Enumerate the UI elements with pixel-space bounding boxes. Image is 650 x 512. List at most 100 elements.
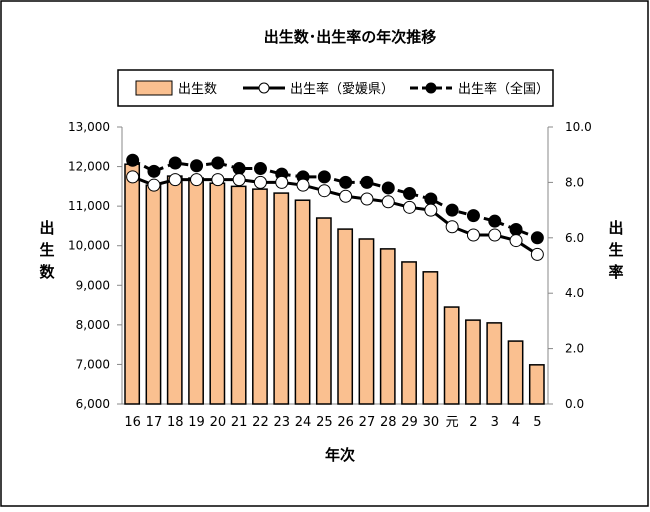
axis-label-char: 出: [39, 219, 54, 237]
right-tick-label: 2.0: [565, 342, 584, 356]
point-national: [317, 170, 331, 184]
legend-swatch-births: [135, 80, 173, 96]
x-tick-label: 21: [231, 415, 248, 430]
x-tick-label: 元: [446, 415, 459, 430]
legend-label-births: 出生数: [178, 82, 217, 97]
x-tick-label: 28: [380, 415, 397, 430]
left-axis-label: 出生数: [39, 219, 55, 281]
bar-births: [230, 185, 247, 405]
bar-births: [294, 199, 311, 405]
axis-label-char: 率: [608, 263, 623, 281]
point-ehime: [296, 178, 310, 192]
point-ehime: [445, 220, 459, 234]
bar-births: [358, 238, 375, 405]
x-tick-label: 4: [512, 415, 520, 430]
x-tick-label: 18: [167, 415, 184, 430]
x-tick-label: 2: [469, 415, 477, 430]
right-tick-label: 6.0: [565, 231, 584, 245]
point-national: [339, 175, 353, 189]
x-tick-label: 29: [401, 415, 418, 430]
x-tick-label: 22: [252, 415, 269, 430]
point-ehime: [403, 200, 417, 214]
bar-births: [166, 175, 183, 405]
point-national: [232, 162, 246, 176]
bar-births: [252, 188, 268, 405]
point-national: [466, 209, 480, 223]
bar-births: [422, 271, 439, 405]
point-ehime: [509, 234, 523, 248]
bar-births: [379, 248, 396, 405]
legend: 出生数 出生率（愛媛県） 出生率（全国）: [117, 69, 554, 107]
legend-box: [117, 69, 554, 107]
point-national: [253, 162, 267, 176]
x-tick-label: 26: [337, 415, 354, 430]
legend-label-ehime: 出生率（愛媛県）: [290, 81, 394, 97]
left-tick-label: 7,000: [76, 357, 110, 371]
axis-label-char: 生: [608, 241, 623, 259]
point-national: [126, 153, 140, 167]
point-national: [530, 231, 544, 245]
point-ehime: [168, 173, 182, 187]
point-ehime: [275, 175, 289, 189]
x-axis-label: 年次: [325, 446, 355, 464]
x-tick-label: 5: [533, 415, 541, 430]
point-national: [509, 222, 523, 236]
point-national: [147, 164, 161, 178]
legend-label-national: 出生率（全国）: [458, 81, 549, 97]
left-tick-label: 12,000: [68, 160, 110, 174]
x-tick-label: 3: [491, 415, 499, 430]
point-ehime: [126, 170, 140, 184]
axis-label-char: 数: [39, 263, 55, 281]
x-tick-label: 30: [423, 415, 440, 430]
right-tick-label: 10.0: [565, 120, 592, 134]
point-ehime: [211, 173, 225, 187]
bar-births: [124, 163, 141, 405]
right-tick-label: 8.0: [565, 175, 584, 189]
point-ehime: [232, 173, 246, 187]
right-axis-label: 出生率: [608, 219, 623, 281]
x-tick-label: 27: [359, 415, 376, 430]
left-tick-label: 8,000: [76, 318, 110, 332]
left-tick-label: 9,000: [76, 278, 110, 292]
bar-births: [315, 217, 332, 405]
x-tick-label: 23: [273, 415, 290, 430]
bar-births: [507, 340, 524, 405]
point-national: [424, 192, 438, 206]
bar-births: [209, 182, 226, 405]
bar-births: [337, 228, 354, 405]
axis-label-char: 生: [39, 241, 54, 259]
bar-births: [465, 319, 481, 405]
point-ehime: [488, 228, 502, 242]
bar-births: [486, 322, 503, 405]
bar-births: [273, 192, 290, 405]
point-ehime: [317, 184, 331, 198]
point-ehime: [381, 195, 395, 209]
bar-births: [188, 177, 204, 405]
point-national: [211, 156, 225, 170]
point-national: [488, 214, 502, 228]
chart-title: 出生数･出生率の年次推移: [264, 28, 437, 46]
x-tick-label: 20: [210, 415, 227, 430]
point-ehime: [339, 189, 353, 203]
left-tick-label: 11,000: [68, 199, 110, 213]
point-national: [190, 159, 204, 173]
left-tick-label: 10,000: [68, 239, 110, 253]
bar-births: [145, 184, 162, 405]
point-ehime: [147, 178, 161, 192]
point-ehime: [424, 203, 438, 217]
point-ehime: [466, 228, 480, 242]
x-tick-label: 17: [146, 415, 163, 430]
bar-births: [528, 364, 545, 405]
left-tick-label: 13,000: [68, 120, 110, 134]
bar-births: [401, 261, 417, 405]
point-national: [360, 175, 374, 189]
point-national: [403, 186, 417, 200]
x-tick-label: 25: [316, 415, 333, 430]
point-national: [381, 181, 395, 195]
bar-births: [443, 306, 460, 405]
right-tick-label: 0.0: [565, 397, 584, 411]
point-ehime: [360, 192, 374, 206]
right-tick-label: 4.0: [565, 286, 584, 300]
